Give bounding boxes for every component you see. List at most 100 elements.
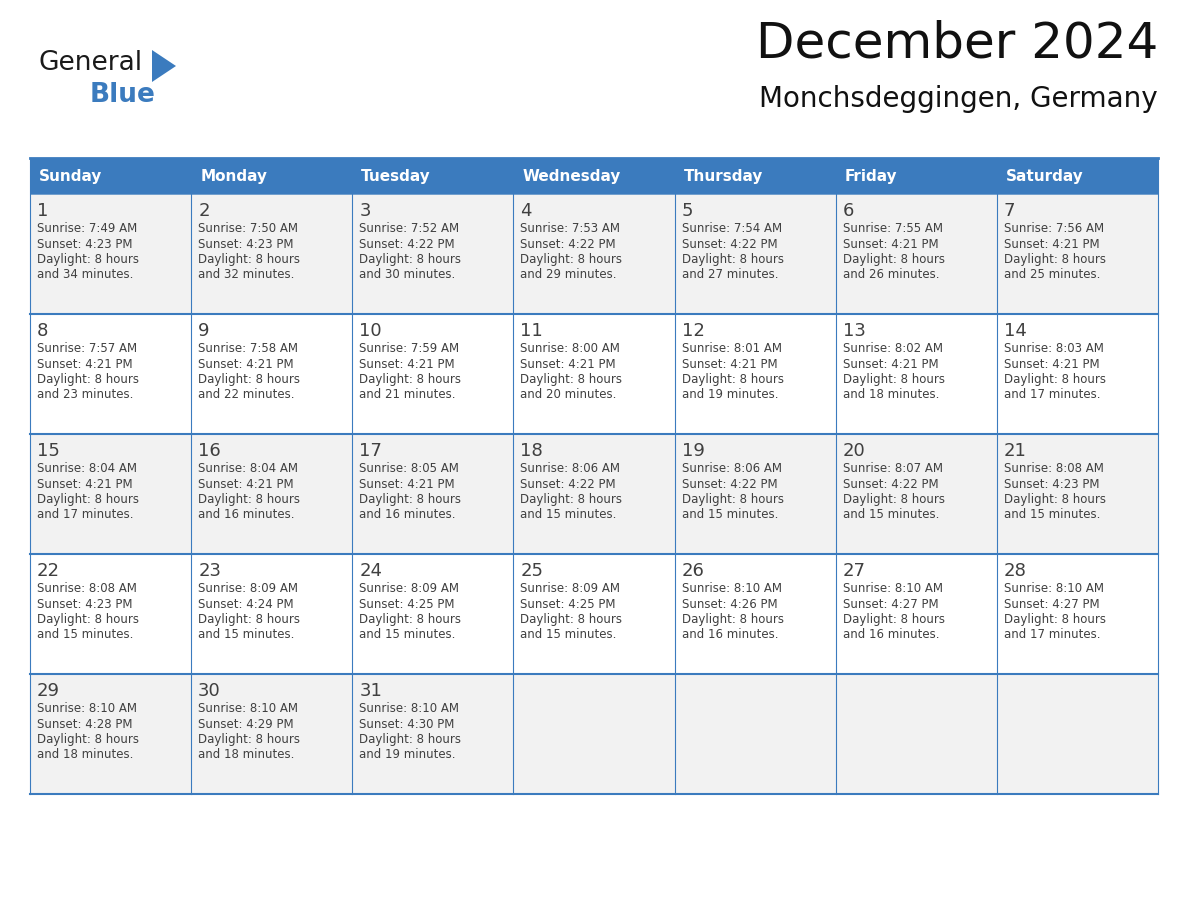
Text: Sunset: 4:27 PM: Sunset: 4:27 PM <box>842 598 939 610</box>
Text: Sunrise: 7:52 AM: Sunrise: 7:52 AM <box>359 222 460 235</box>
Text: 14: 14 <box>1004 322 1026 340</box>
Text: 27: 27 <box>842 562 866 580</box>
Text: and 34 minutes.: and 34 minutes. <box>37 268 133 282</box>
Text: 23: 23 <box>198 562 221 580</box>
Text: 26: 26 <box>682 562 704 580</box>
Text: Wednesday: Wednesday <box>523 169 621 184</box>
Text: Sunset: 4:28 PM: Sunset: 4:28 PM <box>37 718 133 731</box>
Text: Sunset: 4:22 PM: Sunset: 4:22 PM <box>520 238 617 251</box>
Text: 22: 22 <box>37 562 61 580</box>
Text: Friday: Friday <box>845 169 897 184</box>
Text: Thursday: Thursday <box>683 169 763 184</box>
Polygon shape <box>152 50 176 82</box>
Text: 15: 15 <box>37 442 59 460</box>
Text: 5: 5 <box>682 202 693 220</box>
Text: 29: 29 <box>37 682 61 700</box>
Text: Sunset: 4:21 PM: Sunset: 4:21 PM <box>359 357 455 371</box>
Text: and 15 minutes.: and 15 minutes. <box>37 629 133 642</box>
Text: Sunset: 4:21 PM: Sunset: 4:21 PM <box>842 357 939 371</box>
Bar <box>353 158 513 194</box>
Text: Daylight: 8 hours: Daylight: 8 hours <box>198 253 301 266</box>
Text: Sunset: 4:21 PM: Sunset: 4:21 PM <box>37 357 133 371</box>
Text: 25: 25 <box>520 562 543 580</box>
Text: 24: 24 <box>359 562 383 580</box>
Text: Daylight: 8 hours: Daylight: 8 hours <box>520 373 623 386</box>
Text: Sunrise: 8:10 AM: Sunrise: 8:10 AM <box>842 582 943 595</box>
Text: Daylight: 8 hours: Daylight: 8 hours <box>198 493 301 506</box>
Bar <box>30 674 1158 794</box>
Text: 10: 10 <box>359 322 381 340</box>
Bar <box>835 158 997 194</box>
Text: Sunrise: 8:01 AM: Sunrise: 8:01 AM <box>682 342 782 355</box>
Text: and 16 minutes.: and 16 minutes. <box>842 629 940 642</box>
Text: and 15 minutes.: and 15 minutes. <box>682 509 778 521</box>
Bar <box>30 158 191 194</box>
Text: Sunrise: 8:09 AM: Sunrise: 8:09 AM <box>198 582 298 595</box>
Text: Daylight: 8 hours: Daylight: 8 hours <box>520 253 623 266</box>
Text: Sunrise: 8:10 AM: Sunrise: 8:10 AM <box>682 582 782 595</box>
Text: Sunrise: 7:54 AM: Sunrise: 7:54 AM <box>682 222 782 235</box>
Text: 17: 17 <box>359 442 383 460</box>
Text: Daylight: 8 hours: Daylight: 8 hours <box>37 373 139 386</box>
Text: Tuesday: Tuesday <box>361 169 431 184</box>
Text: Sunrise: 7:59 AM: Sunrise: 7:59 AM <box>359 342 460 355</box>
Text: Sunrise: 7:56 AM: Sunrise: 7:56 AM <box>1004 222 1104 235</box>
Text: and 16 minutes.: and 16 minutes. <box>359 509 456 521</box>
Text: Sunset: 4:21 PM: Sunset: 4:21 PM <box>37 477 133 490</box>
Text: Sunrise: 8:10 AM: Sunrise: 8:10 AM <box>1004 582 1104 595</box>
Text: Sunset: 4:27 PM: Sunset: 4:27 PM <box>1004 598 1099 610</box>
Text: Sunset: 4:21 PM: Sunset: 4:21 PM <box>359 477 455 490</box>
Text: Sunrise: 7:49 AM: Sunrise: 7:49 AM <box>37 222 138 235</box>
Text: Daylight: 8 hours: Daylight: 8 hours <box>682 253 784 266</box>
Text: and 21 minutes.: and 21 minutes. <box>359 388 456 401</box>
Text: and 17 minutes.: and 17 minutes. <box>1004 388 1100 401</box>
Text: 3: 3 <box>359 202 371 220</box>
Text: Sunset: 4:22 PM: Sunset: 4:22 PM <box>842 477 939 490</box>
Text: Sunset: 4:25 PM: Sunset: 4:25 PM <box>359 598 455 610</box>
Bar <box>997 158 1158 194</box>
Text: 20: 20 <box>842 442 866 460</box>
Text: and 32 minutes.: and 32 minutes. <box>198 268 295 282</box>
Text: Sunrise: 8:07 AM: Sunrise: 8:07 AM <box>842 462 943 475</box>
Text: Daylight: 8 hours: Daylight: 8 hours <box>682 613 784 626</box>
Text: Sunrise: 7:55 AM: Sunrise: 7:55 AM <box>842 222 943 235</box>
Text: and 29 minutes.: and 29 minutes. <box>520 268 617 282</box>
Text: and 17 minutes.: and 17 minutes. <box>1004 629 1100 642</box>
Text: 8: 8 <box>37 322 49 340</box>
Text: Sunrise: 8:06 AM: Sunrise: 8:06 AM <box>682 462 782 475</box>
Text: and 15 minutes.: and 15 minutes. <box>842 509 939 521</box>
Text: 18: 18 <box>520 442 543 460</box>
Text: 28: 28 <box>1004 562 1026 580</box>
Text: 16: 16 <box>198 442 221 460</box>
Bar <box>675 158 835 194</box>
Text: Daylight: 8 hours: Daylight: 8 hours <box>520 613 623 626</box>
Text: Sunrise: 7:57 AM: Sunrise: 7:57 AM <box>37 342 137 355</box>
Text: and 22 minutes.: and 22 minutes. <box>198 388 295 401</box>
Text: and 15 minutes.: and 15 minutes. <box>198 629 295 642</box>
Text: and 27 minutes.: and 27 minutes. <box>682 268 778 282</box>
Text: 7: 7 <box>1004 202 1016 220</box>
Text: Sunset: 4:21 PM: Sunset: 4:21 PM <box>1004 238 1099 251</box>
Text: and 15 minutes.: and 15 minutes. <box>520 629 617 642</box>
Text: Daylight: 8 hours: Daylight: 8 hours <box>359 493 461 506</box>
Text: Daylight: 8 hours: Daylight: 8 hours <box>37 613 139 626</box>
Text: 13: 13 <box>842 322 866 340</box>
Text: and 26 minutes.: and 26 minutes. <box>842 268 940 282</box>
Text: and 18 minutes.: and 18 minutes. <box>198 748 295 762</box>
Text: Sunrise: 8:03 AM: Sunrise: 8:03 AM <box>1004 342 1104 355</box>
Text: Saturday: Saturday <box>1006 169 1083 184</box>
Text: Sunset: 4:21 PM: Sunset: 4:21 PM <box>198 477 293 490</box>
Text: and 25 minutes.: and 25 minutes. <box>1004 268 1100 282</box>
Text: 9: 9 <box>198 322 209 340</box>
Text: Sunrise: 8:05 AM: Sunrise: 8:05 AM <box>359 462 459 475</box>
Text: and 16 minutes.: and 16 minutes. <box>682 629 778 642</box>
Text: 30: 30 <box>198 682 221 700</box>
Text: Daylight: 8 hours: Daylight: 8 hours <box>359 253 461 266</box>
Text: Sunrise: 7:58 AM: Sunrise: 7:58 AM <box>198 342 298 355</box>
Text: Sunset: 4:21 PM: Sunset: 4:21 PM <box>1004 357 1099 371</box>
Text: Daylight: 8 hours: Daylight: 8 hours <box>842 373 944 386</box>
Text: Daylight: 8 hours: Daylight: 8 hours <box>359 373 461 386</box>
Text: and 30 minutes.: and 30 minutes. <box>359 268 455 282</box>
Text: Sunset: 4:23 PM: Sunset: 4:23 PM <box>1004 477 1099 490</box>
Text: Sunset: 4:26 PM: Sunset: 4:26 PM <box>682 598 777 610</box>
